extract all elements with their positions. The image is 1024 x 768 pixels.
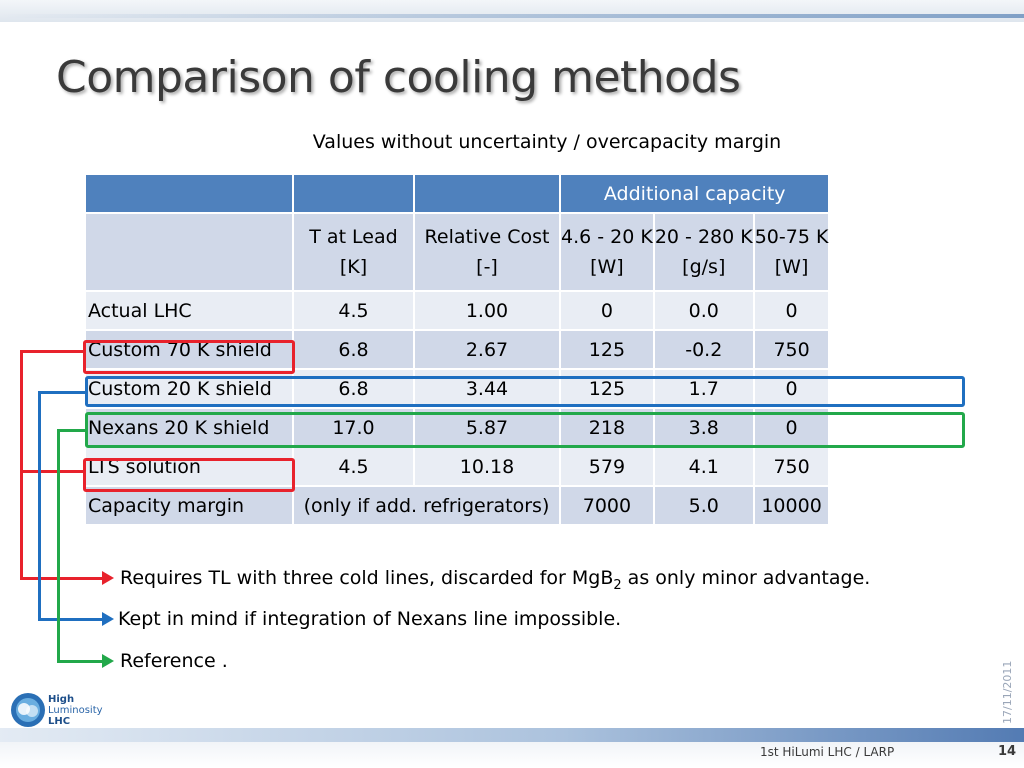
- connector-red-lts: [20, 470, 84, 473]
- note-red: Requires TL with three cold lines, disca…: [120, 567, 870, 593]
- page-number: 14: [998, 744, 1017, 759]
- slide-date: 17/11/2011: [1001, 660, 1014, 724]
- table-cell: 17.0: [294, 409, 413, 446]
- table-row: LTS solution 4.5 10.18 579 4.1 750: [86, 448, 829, 485]
- table-cell: 4.5: [294, 292, 413, 329]
- table-cell: 3.8: [654, 409, 753, 446]
- table-cell: 6.8: [294, 331, 413, 368]
- highlight-box-blue-custom-20k: [85, 376, 965, 407]
- bottom-decorative-band: [0, 728, 1024, 742]
- column-header-unit: [W]: [590, 256, 624, 278]
- column-header-name: Relative Cost: [424, 226, 550, 248]
- note-red-text: Requires TL with three cold lines, disca…: [120, 567, 614, 589]
- header-empty-cell: [86, 175, 292, 212]
- column-header-name: 50-75 K: [754, 226, 829, 248]
- highlight-box-red-custom-70k: [83, 340, 295, 374]
- table-cell: 1.00: [415, 292, 559, 329]
- column-header-unit: [-]: [476, 256, 498, 278]
- table-cell: 750: [754, 448, 829, 485]
- table-cell: 10.18: [415, 448, 559, 485]
- logo-text: High Luminosity LHC: [48, 694, 103, 727]
- connector-green-vertical: [57, 429, 60, 663]
- table-cell: 10000: [754, 487, 829, 524]
- table-cell: 218: [561, 409, 653, 446]
- arrow-green-icon: [102, 654, 114, 668]
- connector-green-bottom: [57, 660, 104, 663]
- slide-subtitle: Values without uncertainty / overcapacit…: [312, 131, 782, 153]
- table-cell: 579: [561, 448, 653, 485]
- top-decorative-line: [0, 14, 1024, 18]
- top-decorative-band: [0, 0, 1024, 22]
- table-row: Nexans 20 K shield 17.0 5.87 218 3.8 0: [86, 409, 829, 446]
- table-header-row-2: T at Lead [K] Relative Cost [-] 4.6 - 20 K…: [86, 214, 829, 290]
- logo-line-2: Luminosity: [48, 705, 103, 716]
- connector-blue-top: [38, 391, 86, 394]
- table-cell-note: (only if add. refrigerators): [294, 487, 559, 524]
- table-row: Custom 70 K shield 6.8 2.67 125 -0.2 750: [86, 331, 829, 368]
- column-header-name: T at Lead: [309, 226, 398, 248]
- row-label: Actual LHC: [86, 292, 292, 329]
- table-cell: 0.0: [654, 292, 753, 329]
- table-cell: 750: [754, 331, 829, 368]
- footer-text: 1st HiLumi LHC / LARP: [760, 745, 895, 759]
- arrow-blue-icon: [102, 612, 114, 626]
- column-header: 20 - 280 K [g/s]: [654, 214, 753, 290]
- highlight-box-green-nexans: [85, 412, 965, 448]
- table-cell: 0: [561, 292, 653, 329]
- row-label: Capacity margin: [86, 487, 292, 524]
- logo-line-3: LHC: [48, 716, 71, 727]
- table-cell: -0.2: [654, 331, 753, 368]
- table-row: Actual LHC 4.5 1.00 0 0.0 0: [86, 292, 829, 329]
- row-label: Custom 70 K shield: [86, 331, 292, 368]
- header-empty-cell: [415, 175, 559, 212]
- note-red-subscript: 2: [613, 577, 622, 593]
- note-green: Reference .: [120, 650, 228, 672]
- slide-title: Comparison of cooling methods: [56, 52, 741, 103]
- table-cell: 7000: [561, 487, 653, 524]
- column-header: 50-75 K [W]: [754, 214, 829, 290]
- table-cell: 5.0: [654, 487, 753, 524]
- table-cell: 125: [561, 331, 653, 368]
- column-header-unit: [K]: [339, 256, 368, 278]
- column-header-name: 20 - 280 K: [654, 226, 753, 248]
- column-header: Relative Cost [-]: [415, 214, 559, 290]
- table-cell: 0: [754, 409, 829, 446]
- row-label: LTS solution: [86, 448, 292, 485]
- arrow-red-icon: [102, 571, 114, 585]
- column-header-name: 4.6 - 20 K: [561, 226, 653, 248]
- highlight-box-red-lts: [83, 458, 295, 492]
- column-header: T at Lead [K]: [294, 214, 413, 290]
- connector-red-bottom: [20, 577, 104, 580]
- connector-blue-vertical: [38, 391, 41, 621]
- header-empty-cell: [86, 214, 292, 290]
- column-header: 4.6 - 20 K [W]: [561, 214, 653, 290]
- header-additional-capacity: Additional capacity: [561, 175, 829, 212]
- connector-green-top: [57, 429, 86, 432]
- table-cell: 4.5: [294, 448, 413, 485]
- table-cell: 5.87: [415, 409, 559, 446]
- column-header-unit: [g/s]: [682, 256, 726, 278]
- note-blue: Kept in mind if integration of Nexans li…: [118, 608, 622, 630]
- table-header-row-1: Additional capacity: [86, 175, 829, 212]
- header-empty-cell: [294, 175, 413, 212]
- logo-line-1: High: [48, 694, 75, 705]
- table-cell: 0: [754, 292, 829, 329]
- connector-red-top: [20, 350, 84, 353]
- column-header-unit: [W]: [774, 256, 809, 278]
- table-row-capacity-margin: Capacity margin (only if add. refrigerat…: [86, 487, 829, 524]
- table-cell: 2.67: [415, 331, 559, 368]
- connector-blue-bottom: [38, 618, 104, 621]
- table-cell: 4.1: [654, 448, 753, 485]
- hilumi-logo-icon: [11, 693, 45, 727]
- bottom-fade: [0, 742, 1024, 768]
- note-red-text-after: as only minor advantage.: [621, 567, 871, 589]
- row-label: Nexans 20 K shield: [86, 409, 292, 446]
- connector-red-vertical: [20, 350, 23, 580]
